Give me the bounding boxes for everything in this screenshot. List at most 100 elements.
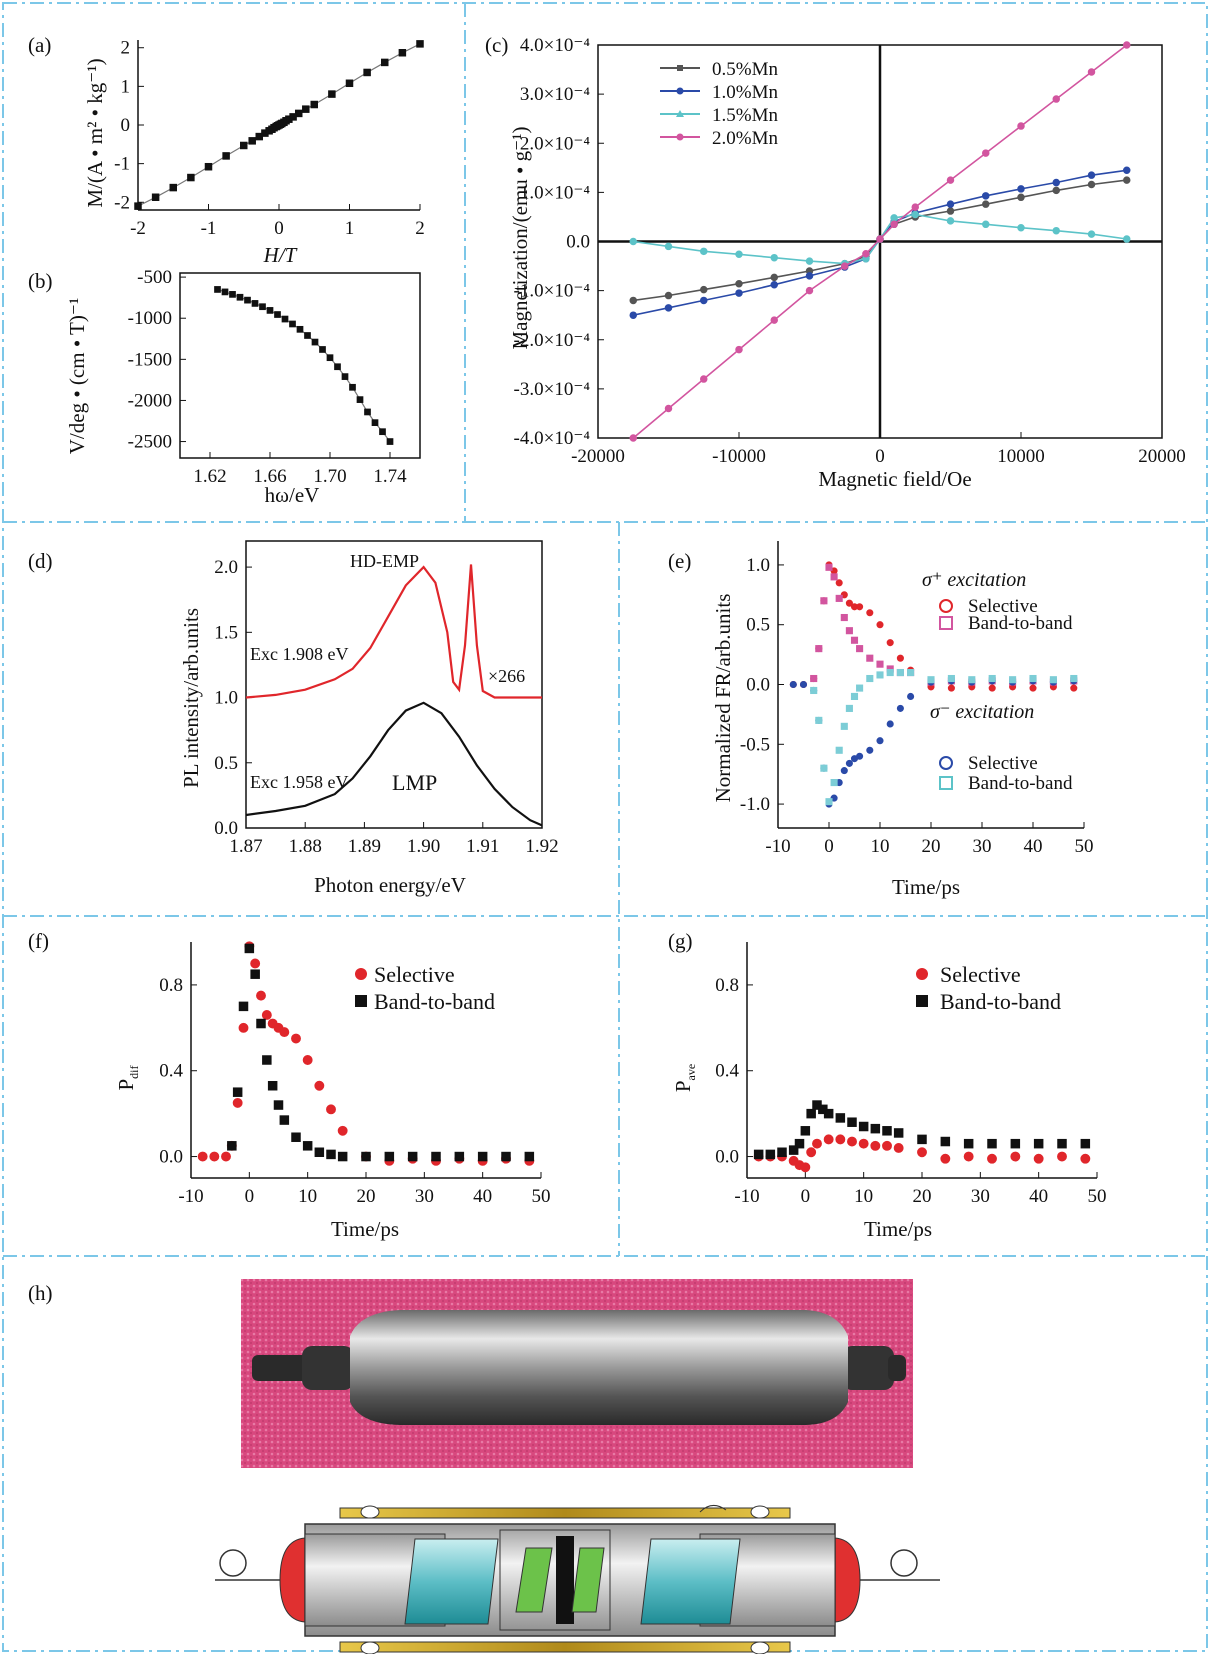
x-tick-label-c: 20000 xyxy=(1138,446,1186,467)
series-points-f-btb-point xyxy=(431,1151,441,1162)
y-tick-label-c: 3.0×10⁻⁴ xyxy=(520,84,590,105)
svg-text:Photon energy/eV: Photon energy/eV xyxy=(314,873,466,897)
y-tick-label-e: -1.0 xyxy=(740,794,770,815)
series-points-c-0-point xyxy=(664,291,673,300)
y-tick-label-c: -2.0×10⁻⁴ xyxy=(514,330,591,351)
legend-c-item-1: 0.5%Mn xyxy=(712,59,778,80)
series-points-e-1-point xyxy=(856,645,864,653)
legend-c: 0.5%Mn 1.0%Mn 1.5%Mn 2.0%Mn xyxy=(660,59,778,149)
series-points-f-btb-point xyxy=(279,1115,290,1125)
y-tick-label-e: 0.0 xyxy=(746,675,770,696)
series-points-f-selective-point xyxy=(302,1055,313,1065)
series-points-b-point xyxy=(319,346,326,353)
y-tick-label-f: 0.0 xyxy=(159,1147,183,1168)
series-points-e-3-point xyxy=(810,686,818,695)
legend-g: Selective Band-to-band xyxy=(916,962,1061,1014)
series-points-e-1-point xyxy=(830,573,838,581)
series-points-g-btb-point xyxy=(917,1134,927,1145)
series-points-g-btb-point xyxy=(870,1123,881,1134)
x-tick-label-f: 10 xyxy=(298,1186,317,1207)
x-tick-label-f: 30 xyxy=(415,1186,434,1207)
axes-g: -10 0 10 20 30 40 50 0.0 0.4 0.8 xyxy=(715,942,1107,1207)
series-points-g-btb-point xyxy=(753,1149,764,1160)
legend-g-btb: Band-to-band xyxy=(940,989,1061,1014)
series-points-g-selective-point xyxy=(1010,1151,1021,1162)
series-points-f-selective-point xyxy=(250,958,261,969)
x-tick-label-e: 40 xyxy=(1024,836,1043,857)
series-points-c-0-point xyxy=(982,200,990,208)
series-points-e-3-point xyxy=(1049,676,1057,684)
series-points-f-btb-point xyxy=(501,1151,511,1162)
series-points-e-3-point xyxy=(815,716,823,724)
series-points-a-point xyxy=(302,105,310,113)
series-points-e-2-point xyxy=(896,704,904,712)
series-points-e-0-point xyxy=(947,684,955,692)
series-points-c-2-point xyxy=(770,253,778,262)
panel-label-h: (h) xyxy=(28,1281,53,1305)
series-points-e-0-point xyxy=(840,591,848,599)
legend-e-btb-plus: Band-to-band xyxy=(968,613,1073,634)
y-tick-label-c: 1.0×10⁻⁴ xyxy=(520,182,590,203)
svg-text:H/T: H/T xyxy=(263,243,298,267)
series-points-c-3-point xyxy=(1123,41,1131,49)
axis-label-f-y: Pdif xyxy=(114,1065,141,1090)
series-points-c-3-point xyxy=(946,176,955,184)
series-points-f-btb-point xyxy=(326,1149,336,1160)
y-tick-label-c: -4.0×10⁻⁴ xyxy=(514,428,591,449)
series-points-f-btb-point xyxy=(227,1141,237,1151)
series-points-c-1-point xyxy=(735,289,743,297)
x-tick-label-d: 1.87 xyxy=(229,836,262,857)
series-points-f-btb-point xyxy=(250,969,260,979)
series-points-c-3-point xyxy=(841,262,849,270)
series-points-g-btb-point xyxy=(858,1121,869,1132)
series-points-g-btb-point xyxy=(987,1138,997,1149)
x-tick-label-b: 1.74 xyxy=(373,466,407,487)
series-points-b-point xyxy=(214,286,221,293)
series-points-b-point xyxy=(326,354,334,362)
panel-label-a: (a) xyxy=(28,33,51,57)
series-points-c-2-point xyxy=(700,247,708,256)
x-tick-label-f: 40 xyxy=(473,1186,492,1207)
series-points-c-2-point xyxy=(911,210,919,219)
series-points-g-btb-point xyxy=(835,1113,846,1123)
series-points-e-0-point xyxy=(896,654,904,662)
svg-text:hω/eV: hω/eV xyxy=(265,483,320,507)
series-points-c-1-point xyxy=(1052,178,1060,187)
series-points-g-btb-point xyxy=(940,1136,951,1147)
y-tick-label-c: 4.0×10⁻⁴ xyxy=(520,35,590,56)
series-points-e-3-point xyxy=(896,668,904,677)
series-points-f-btb-point xyxy=(273,1100,284,1110)
series-points-e-3-point xyxy=(866,674,874,683)
series-points-c-2-point xyxy=(1052,226,1060,235)
axis-label-c-x: Magnetic field/Oe xyxy=(818,467,971,491)
series-points-b-point xyxy=(221,288,229,296)
series-points-b-point xyxy=(281,315,289,323)
frame-b xyxy=(179,272,421,459)
series-points-b-point xyxy=(251,300,259,307)
series-points-c-0-point xyxy=(1052,186,1060,195)
series-points-g-selective-point xyxy=(800,1162,811,1173)
series-points-g-btb-point xyxy=(1010,1138,1021,1149)
x-tick-label-a: 0 xyxy=(274,218,284,239)
series-points-e-2-point xyxy=(856,752,864,760)
series-points-e-3-point xyxy=(835,746,843,754)
series-points-e-3-point xyxy=(968,676,976,684)
y-tick-label-c: -3.0×10⁻⁴ xyxy=(514,379,591,400)
legend-f: Selective Band-to-band xyxy=(355,962,495,1014)
series-points-f-selective-point xyxy=(261,1009,272,1020)
series-points-e-2-point xyxy=(830,794,838,802)
y-tick-label-b: -1500 xyxy=(128,349,172,370)
series-points-e-1-point xyxy=(810,674,818,683)
x-tick-label-b: 1.70 xyxy=(313,466,346,487)
axes-c: -20000 -10000 0 10000 20000 4.0×10⁻⁴ 3.0×10⁻⁴ 2… xyxy=(514,35,1186,467)
series-points-b-point xyxy=(334,363,341,371)
series-points-c-3-point xyxy=(1052,95,1060,103)
series-points-c-3-point xyxy=(1087,68,1096,76)
y-tick-label-b: -2500 xyxy=(128,432,172,453)
series-points-a-point xyxy=(134,202,142,210)
series-points-g-btb-point xyxy=(1057,1138,1067,1149)
panel-label-b: (b) xyxy=(28,269,53,293)
